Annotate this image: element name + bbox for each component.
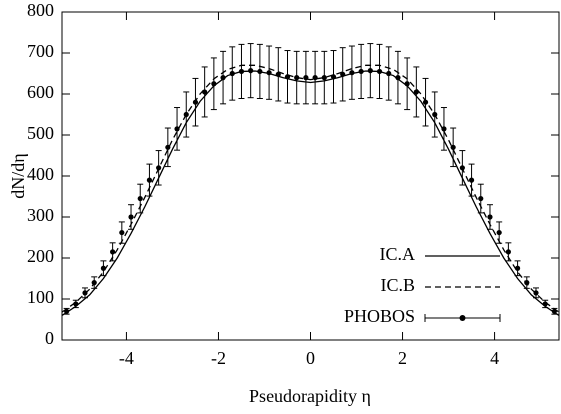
y-tick-label: 300 bbox=[27, 205, 54, 225]
data-point bbox=[137, 195, 143, 202]
data-point bbox=[386, 70, 392, 77]
data-point bbox=[422, 99, 429, 105]
data-point bbox=[248, 68, 254, 74]
data-point bbox=[505, 249, 511, 255]
x-tick-label: 2 bbox=[398, 348, 407, 368]
data-point bbox=[349, 70, 355, 76]
data-point bbox=[321, 75, 327, 81]
data-point bbox=[257, 68, 263, 75]
data-point bbox=[64, 308, 70, 314]
data-point bbox=[533, 290, 539, 296]
data-point bbox=[330, 74, 337, 80]
data-point bbox=[238, 68, 245, 75]
data-point bbox=[376, 68, 383, 75]
x-tick-label: 0 bbox=[306, 348, 315, 368]
data-point bbox=[128, 214, 134, 220]
data-point bbox=[91, 280, 97, 286]
data-point bbox=[174, 126, 180, 132]
y-tick-label: 400 bbox=[27, 164, 54, 184]
data-point bbox=[524, 280, 530, 286]
data-point bbox=[229, 70, 235, 77]
data-point bbox=[110, 249, 116, 255]
data-point bbox=[146, 177, 153, 183]
data-point bbox=[119, 229, 125, 236]
data-point bbox=[303, 75, 309, 81]
y-tick-label: 500 bbox=[27, 123, 54, 143]
data-point bbox=[413, 89, 419, 95]
data-point bbox=[192, 99, 199, 105]
data-point bbox=[358, 68, 364, 75]
data-point bbox=[441, 126, 447, 132]
data-point bbox=[340, 71, 346, 77]
data-point bbox=[266, 70, 272, 76]
data-point bbox=[450, 144, 456, 150]
series-line bbox=[61, 70, 560, 316]
data-point bbox=[183, 111, 189, 118]
data-point bbox=[202, 89, 208, 95]
y-tick-label: 0 bbox=[45, 328, 54, 348]
data-point bbox=[551, 308, 557, 314]
plot-frame bbox=[61, 11, 560, 341]
data-point bbox=[82, 290, 88, 296]
legend-label: PHOBOS bbox=[344, 306, 415, 326]
data-point bbox=[312, 75, 318, 81]
data-point bbox=[404, 81, 410, 87]
data-point bbox=[468, 177, 475, 183]
y-tick-label: 800 bbox=[27, 0, 54, 20]
data-point bbox=[284, 74, 291, 80]
data-point bbox=[367, 68, 373, 74]
x-tick-label: -2 bbox=[211, 348, 226, 368]
y-axis-label: dN/dη bbox=[8, 153, 28, 198]
data-point bbox=[542, 301, 548, 307]
series-line bbox=[61, 64, 560, 313]
data-point bbox=[275, 71, 281, 77]
y-tick-label: 200 bbox=[27, 246, 54, 266]
y-tick-label: 700 bbox=[27, 41, 54, 61]
data-point bbox=[73, 301, 79, 307]
data-point bbox=[211, 81, 217, 87]
x-tick-label: 4 bbox=[490, 348, 499, 368]
data-point bbox=[220, 75, 226, 81]
data-point bbox=[478, 195, 484, 202]
y-tick-label: 100 bbox=[27, 287, 54, 307]
legend-label: IC.B bbox=[380, 275, 415, 295]
data-point bbox=[395, 75, 401, 81]
data-point bbox=[156, 165, 162, 171]
data-point bbox=[459, 165, 465, 171]
y-tick-label: 600 bbox=[27, 82, 54, 102]
data-point bbox=[496, 229, 502, 236]
legend-label: IC.A bbox=[380, 244, 416, 264]
x-axis-label: Pseudorapidity η bbox=[249, 386, 371, 406]
data-point bbox=[100, 265, 107, 271]
x-tick-label: -4 bbox=[119, 348, 134, 368]
data-point bbox=[165, 144, 171, 150]
data-point bbox=[487, 214, 493, 220]
legend-sample bbox=[459, 315, 466, 321]
data-point bbox=[514, 265, 521, 271]
data-point bbox=[432, 111, 438, 118]
data-point bbox=[294, 75, 300, 81]
